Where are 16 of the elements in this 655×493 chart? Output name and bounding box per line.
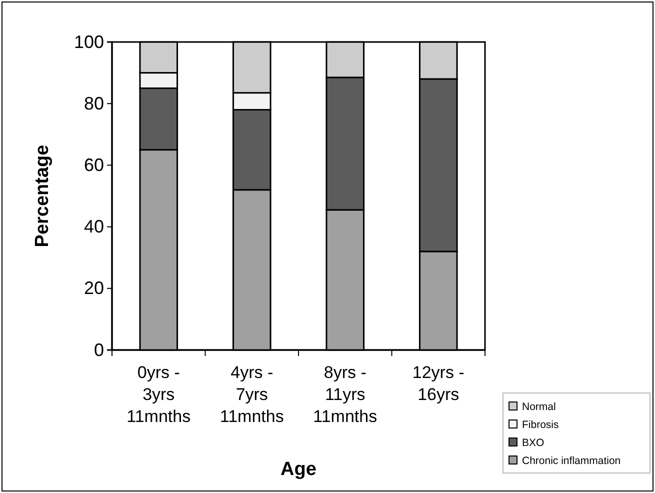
x-tick-label: 4yrs - 7yrs 11mnths xyxy=(220,363,284,426)
y-axis-title: Percentage xyxy=(32,144,53,248)
y-tick-label: 40 xyxy=(84,216,104,237)
x-tick-label: 12yrs - 16yrs xyxy=(412,363,464,404)
legend-label: BXO xyxy=(522,437,544,449)
legend-label: Chronic inflammation xyxy=(522,455,621,467)
y-tick-label: 20 xyxy=(84,278,104,298)
y-tick-label: 100 xyxy=(74,32,104,52)
legend-label: Fibrosis xyxy=(522,419,559,431)
y-tick-label: 80 xyxy=(84,93,104,114)
x-tick-label: 8yrs - 11yrs 11mnths xyxy=(313,363,378,426)
x-axis-title: Age xyxy=(280,459,316,480)
x-tick-label: 0yrs - 3yrs 11mnths xyxy=(126,363,191,426)
y-tick-label: 60 xyxy=(84,154,104,175)
y-tick-label: 0 xyxy=(94,340,104,360)
legend-label: Normal xyxy=(522,401,556,413)
